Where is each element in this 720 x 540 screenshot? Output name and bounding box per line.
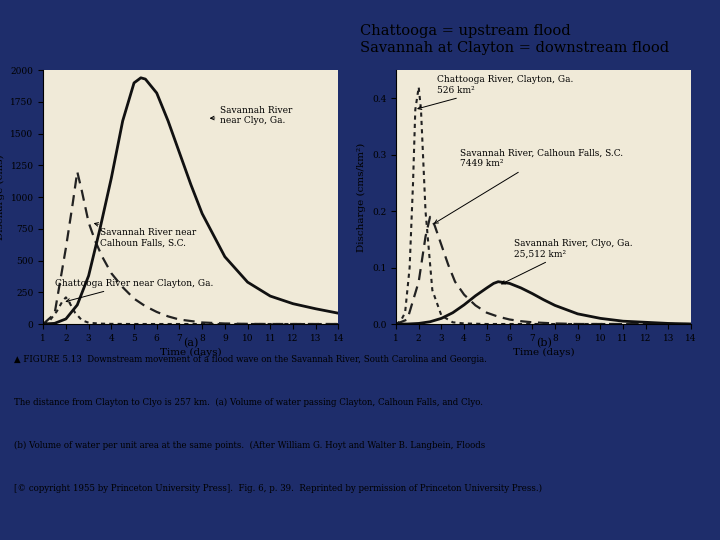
Text: Savannah River
near Clyo, Ga.: Savannah River near Clyo, Ga. — [210, 106, 293, 125]
X-axis label: Time (days): Time (days) — [160, 348, 222, 357]
Text: The distance from Clayton to Clyo is 257 km.  (a) Volume of water passing Clayto: The distance from Clayton to Clyo is 257… — [14, 398, 483, 407]
Text: (a): (a) — [183, 338, 199, 348]
Text: ▲ FIGURE 5.13  Downstream movement of a flood wave on the Savannah River, South : ▲ FIGURE 5.13 Downstream movement of a f… — [14, 355, 487, 364]
Text: Chattooga River near Clayton, Ga.: Chattooga River near Clayton, Ga. — [55, 279, 213, 302]
Text: (b): (b) — [536, 338, 552, 348]
Text: [© copyright 1955 by Princeton University Press].  Fig. 6, p. 39.  Reprinted by : [© copyright 1955 by Princeton Universit… — [14, 484, 543, 492]
Y-axis label: Discharge (cms/km²): Discharge (cms/km²) — [357, 143, 366, 252]
Text: Chattooga River, Clayton, Ga.
526 km²: Chattooga River, Clayton, Ga. 526 km² — [418, 76, 573, 110]
Text: Savannah River, Clyo, Ga.
25,512 km²: Savannah River, Clyo, Ga. 25,512 km² — [502, 239, 633, 284]
Text: Savannah River, Calhoun Falls, S.C.
7449 km²: Savannah River, Calhoun Falls, S.C. 7449… — [434, 148, 623, 224]
Text: Chattooga = upstream flood
Savannah at Clayton = downstream flood: Chattooga = upstream flood Savannah at C… — [360, 24, 669, 55]
Text: (b) Volume of water per unit area at the same points.  (After William G. Hoyt an: (b) Volume of water per unit area at the… — [14, 441, 486, 450]
Y-axis label: Discharge (cms): Discharge (cms) — [0, 154, 5, 240]
Text: Savannah River near
Calhoun Falls, S.C.: Savannah River near Calhoun Falls, S.C. — [94, 222, 197, 247]
X-axis label: Time (days): Time (days) — [513, 348, 575, 357]
